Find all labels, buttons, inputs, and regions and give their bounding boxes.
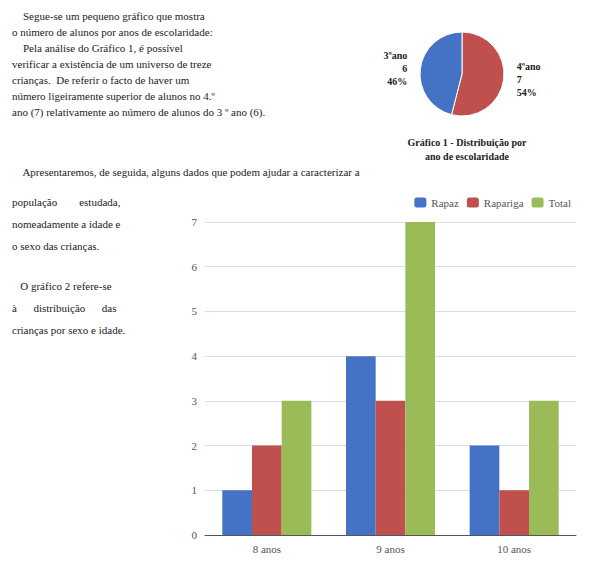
svg-text:número ligeiramente superior d: número ligeiramente superior de alunos n… [12, 90, 215, 102]
svg-text:Gráfico 1 - Distribuição por: Gráfico 1 - Distribuição por [408, 137, 527, 148]
svg-text:Rapaz: Rapaz [431, 197, 459, 209]
svg-text:nomeadamente a idade e: nomeadamente a idade e [12, 218, 121, 230]
svg-text:crianças por sexo e idade.: crianças por sexo e idade. [12, 324, 126, 336]
svg-text:O gráfico 2 refere-se: O gráfico 2 refere-se [12, 280, 112, 292]
svg-text:0: 0 [192, 529, 198, 541]
svg-text:o sexo das crianças.: o sexo das crianças. [12, 240, 100, 252]
svg-text:46%: 46% [387, 76, 407, 87]
svg-text:6: 6 [402, 63, 407, 74]
svg-text:8 anos: 8 anos [253, 543, 281, 555]
svg-text:crianças. De referir o facto: crianças. De referir o facto de haver um [12, 74, 190, 86]
svg-text:Pela análise do Gráfico 1, é p: Pela análise do Gráfico 1, é possível [12, 42, 183, 54]
svg-text:4: 4 [192, 350, 198, 362]
svg-text:6: 6 [192, 261, 198, 273]
svg-text:Segue-se um pequeno gráfico qu: Segue-se um pequeno gráfico que mostra [12, 10, 205, 22]
svg-text:à distribuição das: à distribuição das [12, 302, 116, 314]
svg-text:ano de escolaridade: ano de escolaridade [425, 151, 509, 162]
svg-text:verificar a existência de um u: verificar a existência de um universo de… [12, 58, 212, 70]
svg-text:7: 7 [192, 216, 198, 228]
svg-text:o número de alunos por anos de: o número de alunos por anos de escolarid… [12, 26, 213, 38]
svg-text:2: 2 [192, 440, 198, 452]
svg-text:ano (7) relativamente ao númer: ano (7) relativamente ao número de aluno… [12, 106, 266, 119]
svg-text:7: 7 [517, 74, 522, 85]
svg-text:1: 1 [192, 484, 198, 496]
svg-text:9 anos: 9 anos [376, 543, 404, 555]
svg-text:3: 3 [192, 395, 198, 407]
svg-text:54%: 54% [517, 87, 537, 98]
svg-text:população estudada,: população estudada, [12, 196, 121, 208]
svg-text:4ºano: 4ºano [517, 61, 541, 72]
svg-text:10 anos: 10 anos [497, 543, 531, 555]
svg-text:3ºano: 3ºano [383, 50, 407, 61]
svg-text:5: 5 [192, 305, 198, 317]
svg-text:Rapariga: Rapariga [484, 197, 524, 209]
svg-text:Total: Total [549, 197, 571, 209]
svg-text:Apresentaremos, de seguida, al: Apresentaremos, de seguida, alguns dados… [12, 166, 360, 178]
